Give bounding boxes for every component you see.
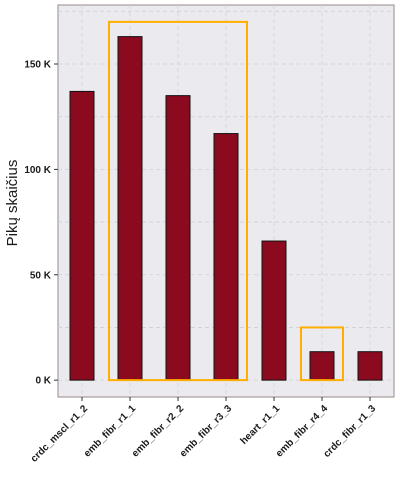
bar-emb_fibr_r2_2	[165, 95, 191, 381]
highlight-box-1	[108, 20, 248, 382]
y-axis-title: Pikų skaičius	[4, 160, 21, 247]
y-tick-label: 0 K	[35, 376, 51, 387]
bar-emb_fibr_r4_4	[309, 351, 335, 381]
y-tick-label: 50 K	[30, 270, 52, 281]
bar-heart_r1_1	[261, 240, 287, 381]
x-tick-label: heart_r1_1	[239, 403, 283, 447]
y-tick-label: 100 K	[24, 165, 51, 176]
y-tick-label: 150 K	[24, 60, 51, 71]
x-tick-label: crdc_mscl_r1_2	[29, 403, 91, 465]
highlight-box-2	[300, 326, 344, 382]
bar-emb_fibr_r3_3	[213, 133, 239, 381]
bar-emb_fibr_r1_1	[117, 36, 143, 381]
x-tick-label: emb_fibr_r3_3	[178, 403, 234, 459]
x-tick-label: crdc_fibr_r1_3	[322, 403, 379, 460]
bar-crdc_fibr_r1_3	[357, 351, 383, 381]
bar-crdc_mscl_r1_2	[69, 90, 95, 381]
